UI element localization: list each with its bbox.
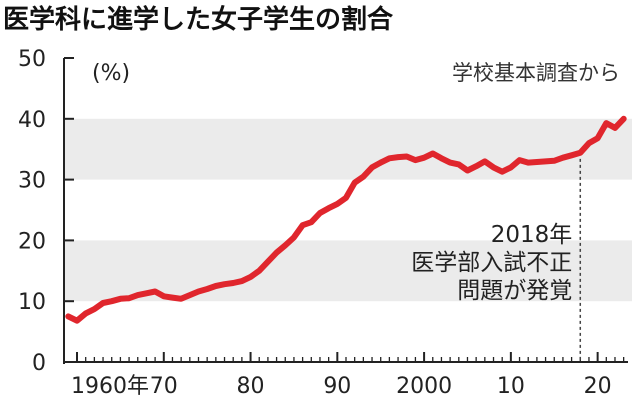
- y-axis-ticks: 0 10 20 30 40 50: [18, 47, 74, 376]
- chart-title: 医学科に進学した女子学生の割合: [3, 4, 394, 35]
- annotation-line-1: 医学部入試不正: [411, 250, 572, 276]
- y-tick-label-40: 40: [18, 108, 46, 133]
- annotation-line-0: 2018年: [491, 222, 573, 248]
- series-line-female-ratio: [65, 115, 627, 324]
- x-tick-label-20: 20: [584, 374, 612, 399]
- x-tick-label-90: 90: [323, 374, 351, 399]
- x-tick-label-70: 70: [150, 374, 178, 399]
- x-tick-label-10: 10: [497, 374, 525, 399]
- y-tick-label-50: 50: [18, 47, 46, 72]
- shaded-band-1: [64, 118, 632, 180]
- x-tick-label-80: 80: [237, 374, 265, 399]
- y-tick-label-0: 0: [32, 351, 46, 376]
- x-tick-label-2000: 2000: [396, 374, 452, 399]
- y-axis-unit-label: (%): [92, 61, 130, 86]
- y-tick-label-20: 20: [18, 229, 46, 254]
- annotation-line-2: 問題が発覚: [457, 278, 572, 304]
- x-axis-ticks: 1960年 70 80 90 2000 10 20: [71, 352, 625, 399]
- x-tick-label-1960年: 1960年: [71, 374, 149, 399]
- source-note: 学校基本調査から: [452, 61, 620, 85]
- y-tick-label-30: 30: [18, 169, 46, 194]
- y-tick-label-10: 10: [18, 290, 46, 315]
